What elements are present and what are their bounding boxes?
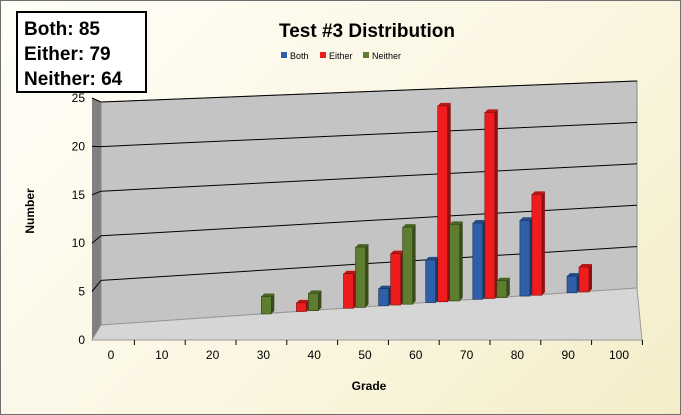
x-tick-label: 70 xyxy=(460,348,474,362)
gridline-side xyxy=(91,235,102,244)
chart-title: Test #3 Distribution xyxy=(279,21,455,42)
bar-top-neither xyxy=(308,290,322,294)
bar-either xyxy=(531,194,543,296)
bar-both xyxy=(472,222,484,300)
bar-top-both xyxy=(472,220,486,224)
y-tick-label: 10 xyxy=(72,236,86,250)
bar-both xyxy=(425,259,437,303)
gridline-side xyxy=(91,280,102,292)
y-tick-label: 25 xyxy=(72,91,86,105)
stats-box: Both: 85 Either: 79 Neither: 64 xyxy=(16,11,147,93)
legend-swatch-either xyxy=(320,52,326,58)
y-tick-label: 20 xyxy=(72,139,86,153)
gridline xyxy=(100,121,638,148)
gridline xyxy=(100,246,638,281)
x-axis-label: Grade xyxy=(352,379,387,393)
gridline xyxy=(100,204,638,237)
gridline xyxy=(100,163,638,192)
bar-top-neither xyxy=(402,224,416,228)
x-tick-label: 50 xyxy=(358,348,372,362)
bar-both xyxy=(378,288,389,307)
x-tick-label: 60 xyxy=(409,348,423,362)
y-axis-label: Number xyxy=(23,188,37,234)
bar-top-neither xyxy=(449,221,463,225)
stat-neither: Neither: 64 xyxy=(24,69,123,90)
bar-side-neither xyxy=(271,293,275,314)
x-tick-label: 100 xyxy=(609,348,629,362)
legend-swatch-neither xyxy=(363,52,369,58)
bar-either xyxy=(437,105,449,303)
x-tick-label: 10 xyxy=(155,348,169,362)
bar-either xyxy=(390,253,401,306)
legend-label-neither: Neither xyxy=(372,51,401,61)
bar-top-both xyxy=(425,256,439,260)
bar-side-neither xyxy=(412,224,416,305)
y-axis-ticks: 0 5 10 15 20 25 xyxy=(72,91,86,347)
legend-swatch-both xyxy=(281,52,287,58)
bar-side-neither xyxy=(459,221,463,301)
bar-top-neither xyxy=(261,293,275,297)
gridline-side xyxy=(91,97,102,103)
gridline-side xyxy=(91,190,102,196)
bar-side-neither xyxy=(506,277,510,298)
bar-top-either xyxy=(296,299,310,303)
x-tick-label: 40 xyxy=(308,348,322,362)
legend: Both Either Neither xyxy=(281,51,401,61)
chart-back-wall xyxy=(100,80,638,326)
bar-neither xyxy=(402,226,413,305)
y-tick-label: 0 xyxy=(78,333,85,347)
bar-top-neither xyxy=(355,244,369,248)
bar-neither xyxy=(496,280,508,298)
bar-side-either xyxy=(589,263,592,293)
gridline xyxy=(100,80,638,103)
bar-top-either xyxy=(484,109,498,113)
bar-side-neither xyxy=(318,290,322,311)
bar-top-either xyxy=(579,263,592,267)
bar-both xyxy=(566,275,578,294)
bar-neither xyxy=(355,246,366,308)
bar-both xyxy=(519,220,531,297)
x-tick-label: 80 xyxy=(511,348,525,362)
bars-layer xyxy=(260,102,592,315)
bar-top-both xyxy=(378,285,392,289)
y-tick-label: 5 xyxy=(78,285,85,299)
bar-top-neither xyxy=(496,277,510,281)
bar-side-either xyxy=(494,109,498,299)
legend-label-either: Either xyxy=(329,51,353,61)
x-tick-label: 20 xyxy=(206,348,220,362)
gridlines xyxy=(91,80,638,292)
bar-top-either xyxy=(343,270,357,274)
x-tick-label: 90 xyxy=(562,348,576,362)
x-tick-label: 30 xyxy=(257,348,271,362)
bar-either xyxy=(296,302,307,312)
bar-either xyxy=(343,273,354,309)
x-tick-label: 0 xyxy=(108,348,115,362)
bar-neither xyxy=(308,293,319,311)
bar-top-either xyxy=(437,102,451,106)
bar-top-both xyxy=(567,273,580,277)
chart-side-wall xyxy=(92,98,101,340)
bar-top-either xyxy=(531,191,545,195)
x-axis-ticks: 0 10 20 30 40 50 60 70 80 90 100 xyxy=(108,340,643,362)
bar-top-either xyxy=(390,250,404,254)
stat-either: Either: 79 xyxy=(24,44,111,65)
stat-both: Both: 85 xyxy=(24,19,100,40)
bar-top-both xyxy=(519,217,533,221)
bar-either xyxy=(578,266,590,293)
bar-either xyxy=(484,112,496,299)
legend-label-both: Both xyxy=(290,51,309,61)
bar-neither xyxy=(449,224,461,302)
bar-neither xyxy=(260,296,272,315)
bar-side-neither xyxy=(365,244,369,308)
bar-side-either xyxy=(541,191,545,296)
y-tick-label: 15 xyxy=(72,188,86,202)
